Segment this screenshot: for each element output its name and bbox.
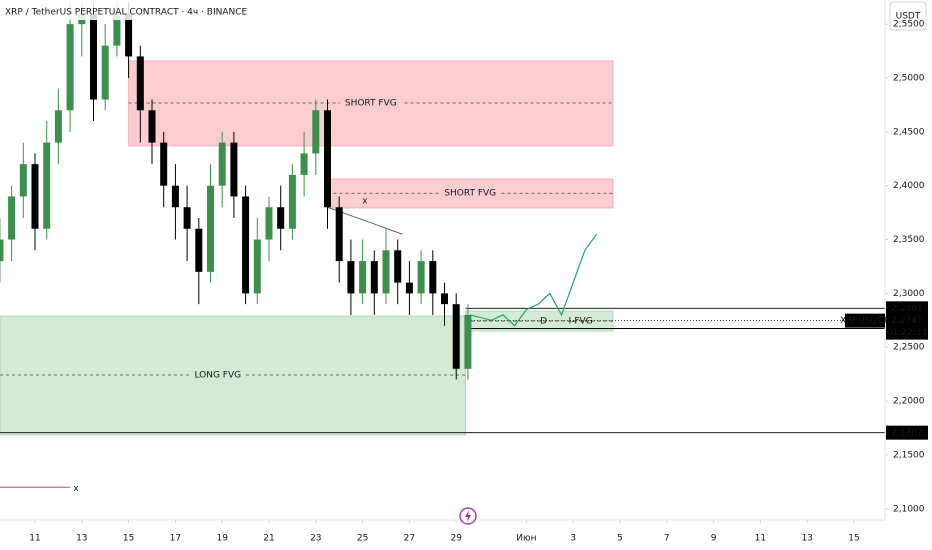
candle-body [382, 250, 390, 294]
price-label: 2,1707 [891, 428, 923, 438]
y-tick-label: 2,5500 [893, 20, 925, 30]
marker-label: x [73, 484, 79, 494]
x-tick-label: 25 [357, 534, 368, 544]
candle-body [359, 261, 367, 294]
candle-body [125, 13, 133, 57]
x-tick-label: 3 [570, 534, 576, 544]
candle-body [43, 142, 51, 229]
x-tick-label: 29 [450, 534, 462, 544]
event-icon[interactable] [459, 507, 477, 525]
y-tick-label: 2,2000 [893, 397, 925, 407]
y-tick-label: 2,1500 [893, 450, 925, 460]
candle-body [324, 110, 331, 208]
candle-body [90, 13, 97, 100]
x-tick-label: 9 [711, 534, 717, 544]
price-label-bg [886, 425, 928, 440]
candle-body [136, 56, 144, 111]
trendline-label: x [362, 197, 368, 207]
last-price-label: 2,2747 [891, 316, 923, 326]
candle-body [183, 207, 191, 229]
currency-badge[interactable] [889, 1, 927, 31]
y-tick-label: 2,2500 [893, 343, 925, 353]
candle-body [452, 304, 460, 369]
candle-body [66, 24, 74, 111]
x-tick-label: 19 [216, 534, 228, 544]
candle-body [405, 282, 413, 294]
price-label-bg [886, 301, 928, 316]
candle-body [464, 314, 472, 369]
fvg-label-bg [439, 187, 502, 200]
fvg-label: SHORT FVG [345, 98, 397, 108]
x-tick-label: 13 [801, 534, 812, 544]
x-tick-label: Июн [516, 534, 536, 544]
x-tick-label: 7 [664, 534, 670, 544]
midpoint-label: D [540, 317, 547, 327]
projection-path [470, 233, 598, 327]
candle-body [417, 261, 425, 294]
candle-body [335, 207, 343, 262]
fvg-label: LONG FVG [194, 371, 241, 381]
candle-body [8, 196, 16, 240]
fvg-label-bg [189, 369, 246, 382]
candle-body [429, 261, 437, 294]
x-tick-label: 27 [404, 534, 415, 544]
candle-body [113, 13, 121, 46]
x-tick-label: 21 [263, 534, 274, 544]
x-tick-label: 11 [29, 534, 40, 544]
x-tick-label: 5 [617, 534, 623, 544]
candle-body [160, 142, 168, 186]
plot-area: SHORT FVG SHORT FVG LONG FVG I-FVG Dx x [0, 2, 885, 494]
x-tick-label: 13 [76, 534, 87, 544]
x-tick-label: 23 [310, 534, 321, 544]
x-tick-label: 15 [123, 534, 134, 544]
candle-body [347, 261, 355, 294]
symbol-tag: XRPUSDT.P [840, 316, 890, 326]
candle-body [300, 153, 308, 175]
candle-body [394, 250, 402, 283]
candle-body [288, 174, 296, 229]
title-backdrop [0, 0, 220, 20]
currency: USDT [896, 12, 921, 22]
candle-body [242, 196, 250, 294]
candle-body [370, 261, 378, 294]
candle-body [265, 207, 273, 240]
symbol-tag-bg [845, 313, 885, 328]
y-tick-label: 2,5000 [893, 73, 925, 83]
event-icon-bolt [465, 510, 471, 522]
fvg-label-bg [339, 96, 402, 109]
candle-body [441, 293, 448, 305]
x-tick-label: 15 [848, 534, 859, 544]
candle-body [101, 45, 109, 100]
candle-body [312, 110, 320, 154]
candle-body [148, 110, 156, 143]
candle-body [195, 228, 203, 272]
candle-body [253, 239, 261, 294]
candle-body [19, 164, 27, 197]
candle-body [171, 185, 179, 208]
chart-title: XRP / TetherUS PERPETUAL CONTRACT · 4ч ·… [5, 8, 248, 18]
countdown: 01:22:34 [887, 328, 928, 338]
last-price-bg [886, 313, 928, 340]
x-tick-label: 11 [755, 534, 766, 544]
candle-body [277, 207, 285, 229]
y-tick-label: 2,4500 [893, 127, 925, 137]
candle-body [54, 110, 62, 143]
candle-body [207, 185, 214, 272]
candle-body [218, 142, 226, 186]
fvg-label: I-FVG [568, 317, 592, 327]
y-tick-label: 2,4000 [893, 181, 925, 191]
x-tick-label: 17 [170, 534, 181, 544]
y-tick-label: 2,3500 [893, 235, 925, 245]
candle-body [31, 164, 39, 229]
candle-body [0, 239, 4, 262]
candle-body [230, 142, 238, 197]
fvg-label: SHORT FVG [444, 189, 496, 199]
y-tick-label: 2,1000 [893, 504, 925, 514]
price-label: 2,2861 [891, 304, 923, 314]
y-tick-label: 2,3000 [893, 289, 925, 299]
